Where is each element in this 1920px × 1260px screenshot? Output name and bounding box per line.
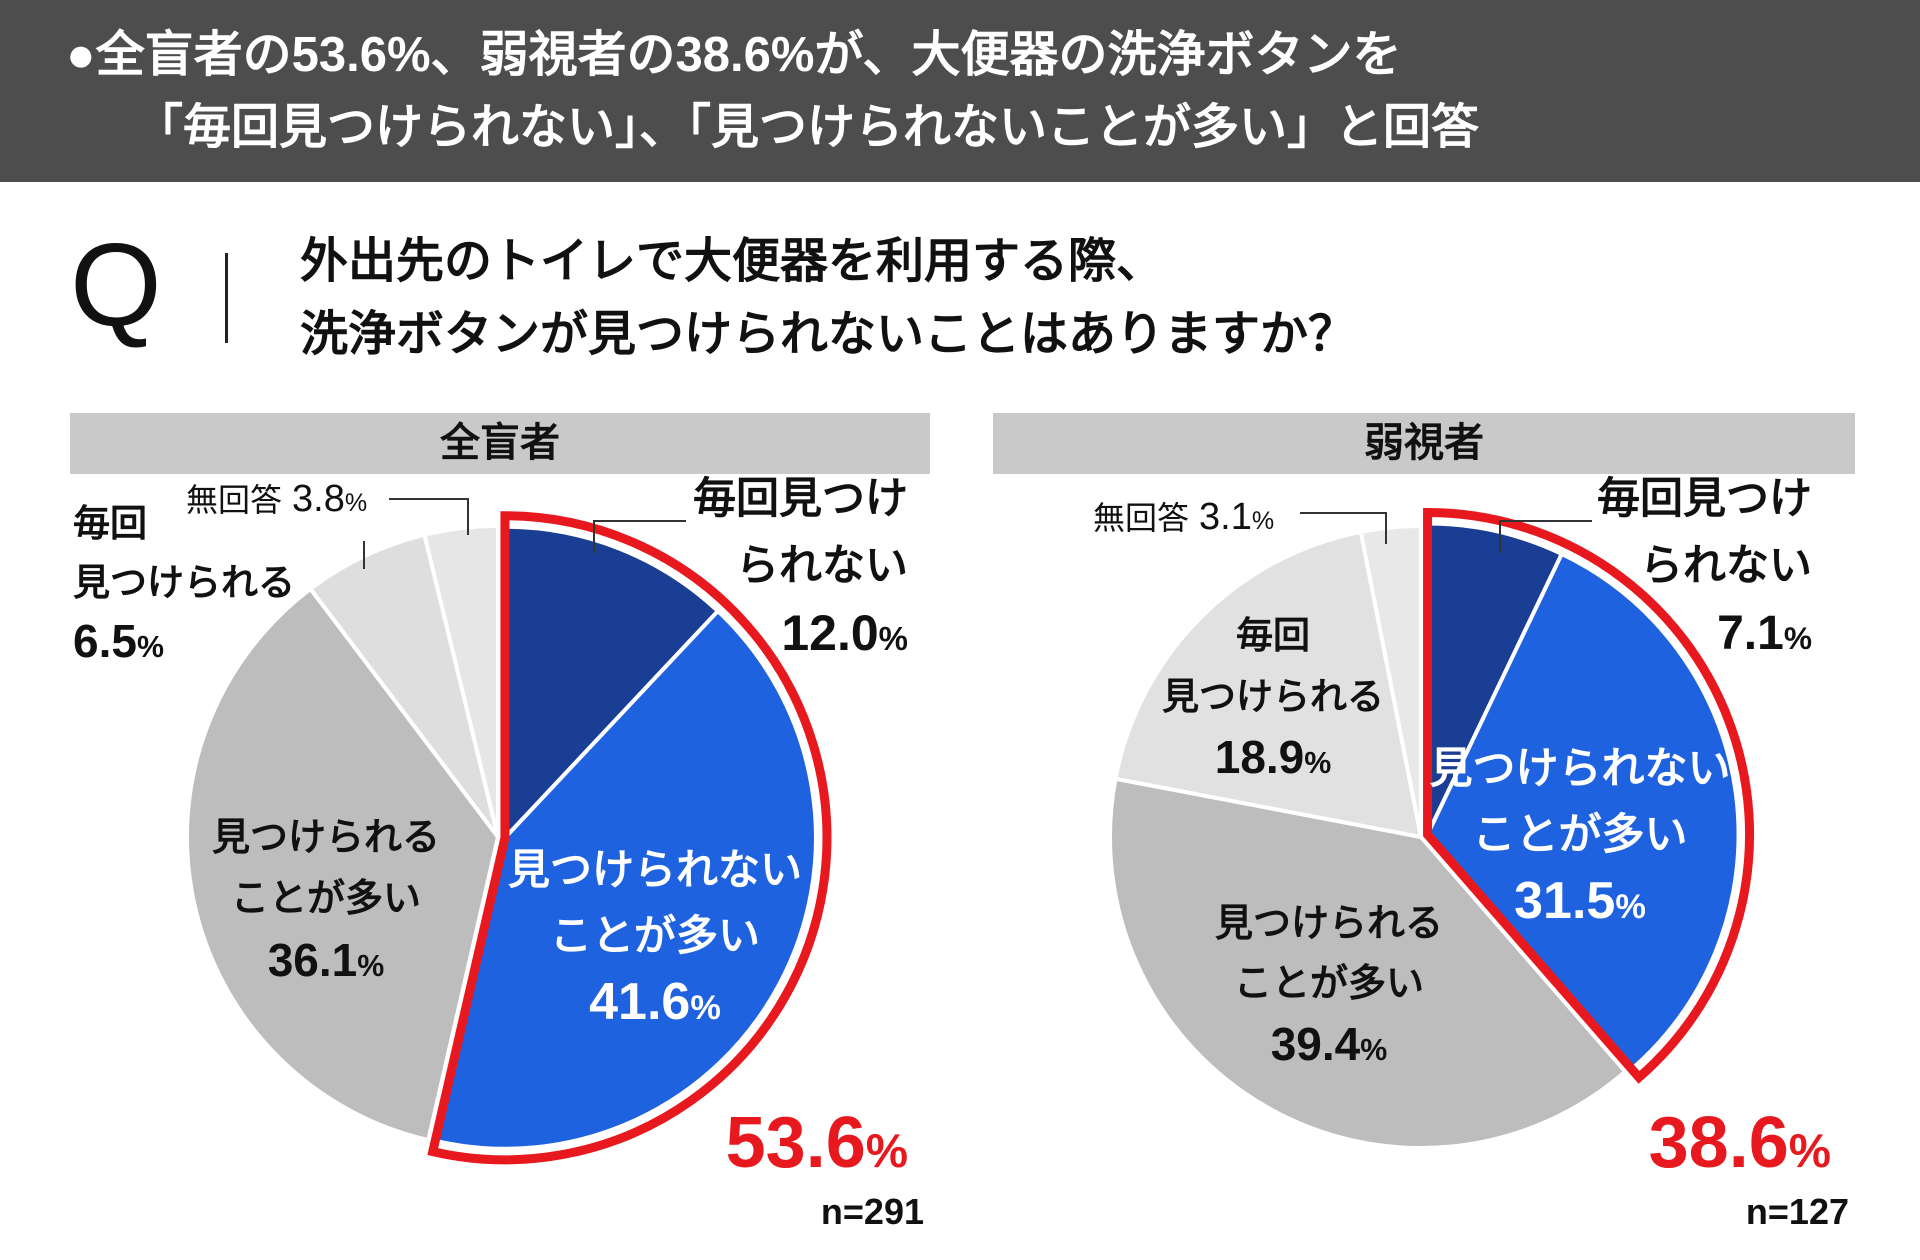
sample-size-blind: n=291 [820,1191,924,1232]
leader-line-every-time-not-found-low-vision [1499,520,1592,553]
label-text-line: 無回答 [186,482,283,518]
label-text-line: 見つけられる [211,817,441,859]
label-no-answer-blind: 無回答 3.8% [186,477,367,529]
label-text-line: 見つけられない [1429,745,1731,793]
leader-line-every-time-not-found-blind [593,520,686,553]
label-often-found-blind: 見つけられる ことが多い 36.1% [212,808,440,997]
percent-sign: % [1783,620,1812,656]
question-divider [225,253,228,343]
label-text-line: ことが多い [1233,963,1425,1005]
highlight-total-low-vision: 38.6% [1648,1103,1831,1183]
label-text-line: 見つけられない [507,846,803,893]
pie-slice-every-time-not-found-blind [502,524,720,840]
label-text-line: 見つけられる [73,562,295,603]
percent-sign: % [344,489,368,517]
highlight-outline-blind [427,511,832,1165]
label-text-line: られない [1640,542,1812,590]
label-text-line: ことが多い [230,878,422,920]
percent-sign: % [136,631,164,664]
leader-line-no-answer-blind [389,498,469,535]
pie-chart-blind [184,511,832,1165]
pie-slice-often-found-low-vision [1108,776,1628,1150]
highlight-outline-low-vision [1423,508,1755,1084]
sample-size-low-vision: n=127 [1745,1191,1849,1232]
label-often-found-low-vision: 見つけられる ことが多い 39.4% [1215,894,1443,1081]
label-text-line: 見つけられる [1162,676,1384,717]
pie-slice-no-answer-low-vision [1358,524,1423,839]
value-label: 18.9% [1214,731,1332,783]
percent-sign: % [865,1125,908,1178]
question-text-line-2: 洗浄ボタンが見つけられないことはありますか？ [300,308,1357,361]
panel-title-blind: 全盲者 [70,413,930,474]
pie-slice-no-answer-blind [422,524,500,839]
label-text-line: られない [736,542,908,590]
label-often-not-found-blind: 見つけられない ことが多い 41.6% [508,837,802,1041]
label-text-line: ことが多い [549,912,761,959]
percent-sign: % [1251,507,1275,535]
pie-slice-every-time-not-found-low-vision [1425,521,1564,837]
headline-banner: ●全盲者の53.6%、弱視者の38.6%が、大便器の洗浄ボタンを 「毎回見つけら… [0,0,1920,182]
label-text-line: ことが多い [1472,811,1688,859]
highlight-total-blind: 53.6% [725,1103,908,1183]
value-label: 31.5% [1514,872,1646,930]
pie-slice-every-time-found-low-vision [1113,529,1423,839]
percent-sign: % [690,989,721,1027]
label-no-answer-low-vision: 無回答 3.1% [1093,495,1274,547]
label-every-time-found-low-vision: 毎回 見つけられる 18.9% [1162,605,1384,794]
leader-line-no-answer-low-vision [1300,512,1387,544]
pie-slice-often-not-found-blind [433,609,818,1151]
percent-sign: % [357,950,385,983]
label-text-line: 毎回 [1236,615,1310,656]
value-label: 36.1% [267,934,385,986]
label-every-time-found-blind: 毎回 見つけられる 6.5% [73,494,295,677]
value-label: 3.8% [292,478,368,520]
value-label: 6.5% [73,615,164,667]
label-text-line: 無回答 [1093,500,1190,536]
value-label: 12.0% [781,605,908,661]
label-text-line: 毎回見つけ [1597,475,1812,523]
headline-line-2: 「毎回見つけられない」、「見つけられないことが多い」と回答 [135,101,1480,154]
percent-sign: % [1615,888,1646,926]
pie-chart-low-vision [1108,508,1755,1150]
label-text-line: 見つけられる [1214,903,1444,945]
percent-sign: % [878,620,908,657]
value-label: 41.6% [589,973,721,1031]
label-often-not-found-low-vision: 見つけられない ことが多い 31.5% [1430,736,1731,940]
value-label: 3.1% [1199,496,1275,538]
question-mark-q: Q [70,219,162,351]
headline-line-1: ●全盲者の53.6%、弱視者の38.6%が、大便器の洗浄ボタンを [66,28,1402,82]
percent-sign: % [1788,1125,1831,1178]
label-every-time-not-found-low-vision: 毎回見つけ られない 7.1% [1597,466,1812,672]
panel-title-low-vision: 弱視者 [993,413,1855,474]
question-text-line-1: 外出先のトイレで大便器を利用する際、 [300,235,1165,288]
pie-slice-often-not-found-low-vision [1425,551,1741,1072]
label-text-line: 毎回見つけ [693,475,908,523]
pie-slice-often-found-blind [184,586,500,1143]
percent-sign: % [1304,747,1332,780]
label-text-line: 毎回 [73,503,147,544]
percent-sign: % [1360,1034,1388,1067]
value-label: 7.1% [1717,607,1812,660]
label-every-time-not-found-blind: 毎回見つけ られない 12.0% [693,466,908,672]
value-label: 39.4% [1270,1018,1388,1070]
